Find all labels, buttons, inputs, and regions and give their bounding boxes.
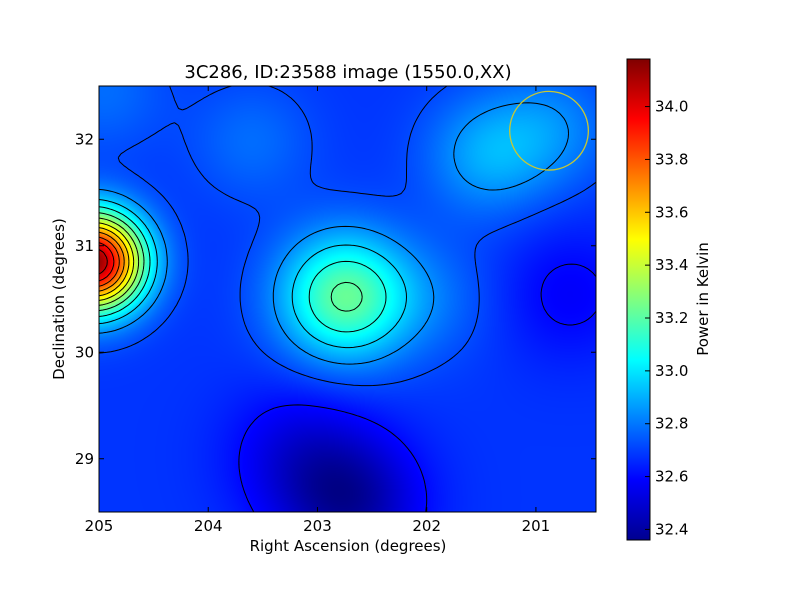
contour-lines — [98, 85, 597, 513]
heatmap-image — [99, 86, 596, 512]
colorbar-label: Power in Kelvin — [694, 242, 712, 356]
tick-label: 32.6 — [655, 468, 688, 486]
plot-frame — [98, 85, 597, 513]
tick-label: 32 — [75, 130, 94, 148]
contour-line — [98, 212, 363, 312]
tick-label: 29 — [75, 450, 94, 468]
tick-label: 201 — [522, 517, 551, 535]
tick-label: 32.4 — [655, 520, 688, 538]
tick-label: 32.8 — [655, 415, 688, 433]
tick-label: 33.4 — [655, 256, 688, 274]
chart-title: 3C286, ID:23588 image (1550.0,XX) — [184, 62, 511, 83]
heatmap-area — [99, 86, 596, 512]
tick-label: 203 — [303, 517, 332, 535]
contour-line — [98, 222, 135, 301]
tick-label: 34.0 — [655, 98, 688, 116]
contour-line — [98, 199, 407, 349]
contour-line — [98, 85, 597, 387]
tick-label: 33.0 — [655, 362, 688, 380]
tick-label: 33.6 — [655, 203, 688, 221]
tick-label: 30 — [75, 343, 94, 361]
contour-line — [98, 217, 140, 306]
contour-line — [98, 242, 115, 282]
y-axis-label: Declination (degrees) — [50, 218, 68, 380]
x-axis: 205 204 203 202 201 — [85, 86, 551, 535]
contour-line — [98, 227, 130, 297]
contour-line — [98, 231, 125, 292]
y-axis: 29 30 31 32 — [75, 130, 596, 468]
contour-line — [238, 263, 597, 513]
source-marker-circle — [509, 90, 590, 171]
tick-label: 33.8 — [655, 150, 688, 168]
tick-label: 33.2 — [655, 309, 688, 327]
colorbar — [626, 58, 651, 541]
contour-line — [98, 248, 108, 275]
contour-line — [98, 206, 387, 333]
tick-label: 202 — [412, 517, 441, 535]
tick-label: 31 — [75, 237, 94, 255]
tick-label: 204 — [194, 517, 223, 535]
tick-label: 205 — [85, 517, 114, 535]
colorbar-axis: 32.4 32.6 32.8 33.0 33.2 33.4 33.6 33.8 34.0 — [645, 98, 688, 538]
x-axis-label: Right Ascension (degrees) — [250, 537, 447, 555]
